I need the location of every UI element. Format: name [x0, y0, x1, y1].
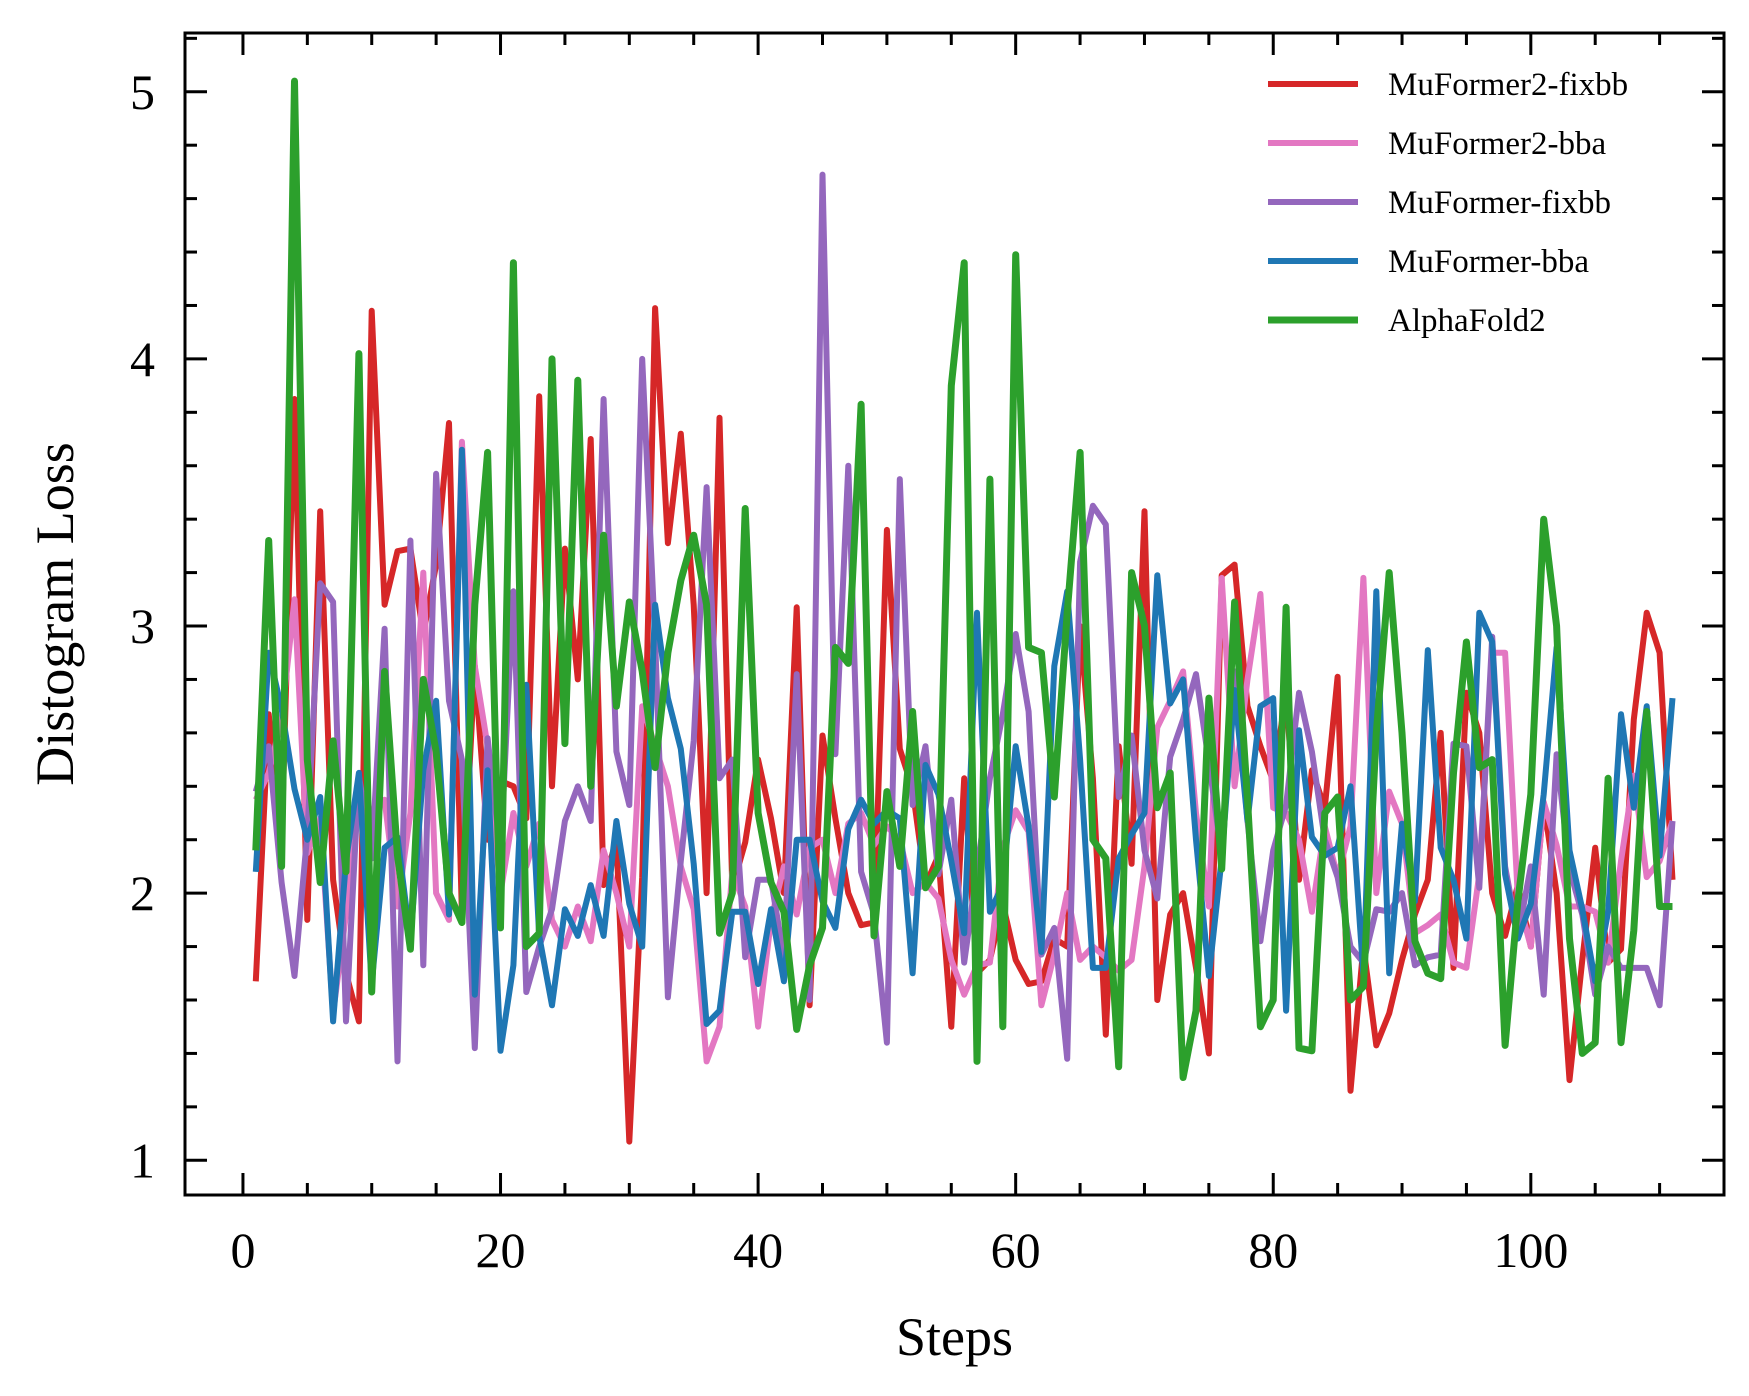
y-tick-label: 4 — [130, 331, 155, 387]
legend-label: MuFormer-bba — [1388, 244, 1589, 280]
y-axis-label: Distogram Loss — [25, 442, 85, 786]
legend-label: MuFormer-fixbb — [1388, 185, 1611, 221]
y-tick-label: 3 — [130, 598, 155, 654]
x-tick-label: 0 — [230, 1222, 255, 1278]
series-line-4 — [252, 77, 1673, 1081]
legend: MuFormer2-fixbb MuFormer2-bba MuFormer-fix… — [1268, 67, 1628, 339]
x-tick-label: 20 — [476, 1222, 526, 1278]
x-tick-label: 80 — [1248, 1222, 1298, 1278]
y-tick-label: 1 — [130, 1132, 155, 1188]
x-axis-label: Steps — [896, 1307, 1013, 1367]
x-tick-labels: 0 20 40 60 80 100 — [230, 1222, 1568, 1278]
legend-label: MuFormer2-fixbb — [1388, 67, 1628, 103]
plot-frame — [183, 31, 1726, 1197]
series-layer — [252, 77, 1676, 1145]
y-tick-label: 5 — [130, 64, 155, 120]
legend-label: AlphaFold2 — [1388, 303, 1546, 339]
y-tick-label: 2 — [130, 865, 155, 921]
series-line-3 — [252, 446, 1676, 1054]
x-tick-label: 60 — [991, 1222, 1041, 1278]
series-line-2 — [252, 171, 1676, 1065]
x-tick-label: 40 — [733, 1222, 783, 1278]
ticks-layer — [185, 33, 1726, 1195]
y-tick-labels: 1 2 3 4 5 — [130, 64, 155, 1189]
x-tick-label: 100 — [1493, 1222, 1568, 1278]
legend-label: MuFormer2-bba — [1388, 126, 1606, 162]
